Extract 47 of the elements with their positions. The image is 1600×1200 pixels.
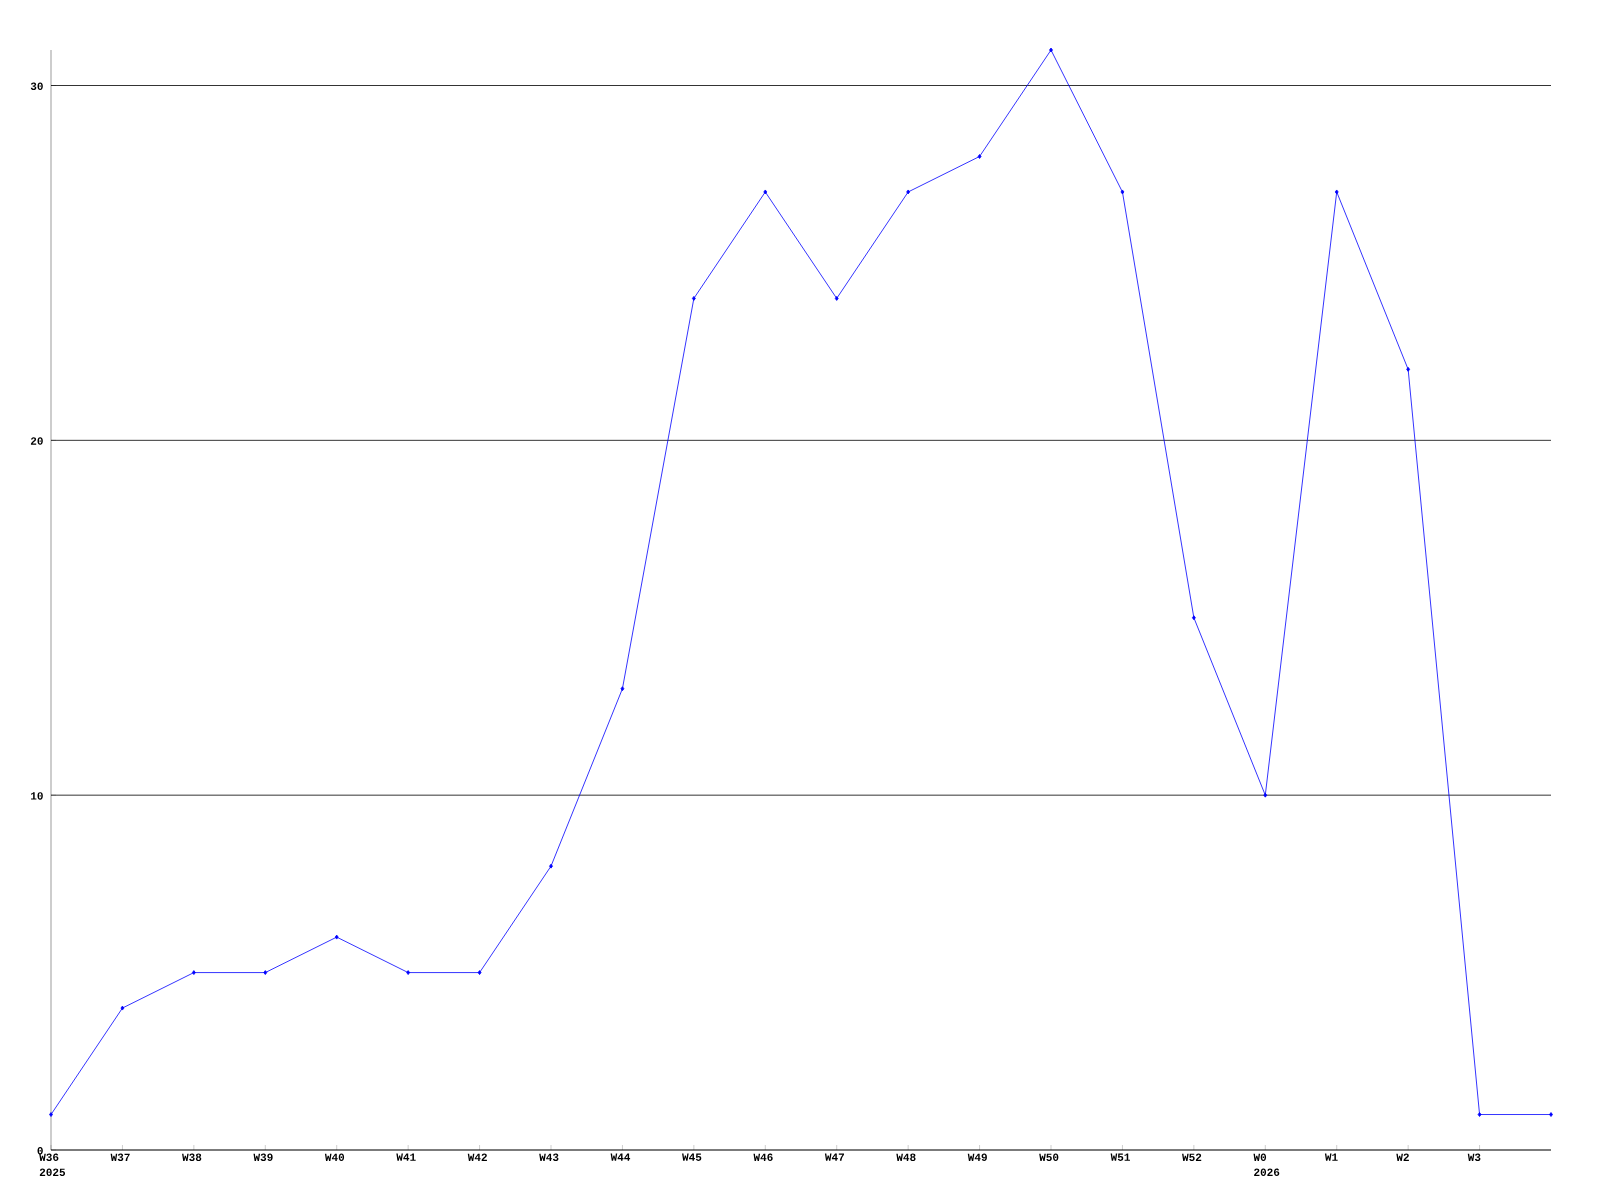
- point: [549, 863, 553, 869]
- point: [1477, 1112, 1482, 1117]
- y-tick-label: 30: [30, 82, 43, 90]
- point: [906, 189, 911, 195]
- point: [191, 970, 196, 975]
- x-tick-label: W36 2025: [39, 1153, 66, 1176]
- point: [834, 296, 839, 301]
- x-tick-label: W41: [396, 1153, 416, 1161]
- x-tick-label: W44: [610, 1153, 631, 1161]
- x-tick-label: W52: [1182, 1153, 1202, 1161]
- x-tick-label: W39: [253, 1153, 273, 1162]
- x-tick-label: W50: [1039, 1153, 1059, 1161]
- x-tick-label: W49: [967, 1153, 987, 1161]
- y-tick-label: 10: [31, 792, 43, 800]
- point: [263, 970, 268, 975]
- x-tick-label: W2: [1396, 1153, 1409, 1161]
- x-tick-label: W51: [1110, 1153, 1130, 1161]
- point: [691, 296, 696, 301]
- point: [1406, 366, 1411, 372]
- point: [1549, 1112, 1553, 1117]
- x-tick-label: W48: [896, 1153, 916, 1161]
- point: [49, 1112, 53, 1117]
- point: [334, 934, 339, 940]
- y-tick-label: 0: [37, 1147, 43, 1155]
- x-tick-label: W46: [753, 1153, 773, 1161]
- x-tick-label: W3: [1467, 1153, 1481, 1162]
- x-tick-label: W47: [824, 1153, 844, 1161]
- x-tick-label: W40: [324, 1153, 345, 1161]
- x-tick-label: W38: [182, 1153, 202, 1162]
- point: [1120, 189, 1125, 195]
- point: [1191, 615, 1196, 621]
- x-tick-label: W0 2026: [1253, 1153, 1280, 1176]
- x-tick-label: W43: [539, 1153, 559, 1162]
- x-tick-label: W42: [467, 1153, 487, 1161]
- y-tick-label: 20: [30, 437, 43, 445]
- point: [406, 970, 411, 975]
- point: [620, 686, 625, 692]
- point: [977, 154, 982, 159]
- point: [1334, 189, 1339, 195]
- point: [1263, 792, 1268, 798]
- x-tick-label: W1: [1324, 1153, 1338, 1161]
- point: [477, 970, 482, 975]
- point: [763, 189, 768, 195]
- point: [1049, 47, 1053, 53]
- x-tick-label: W37: [110, 1153, 130, 1162]
- point: [120, 1005, 125, 1011]
- x-tick-label: W45: [682, 1153, 702, 1161]
